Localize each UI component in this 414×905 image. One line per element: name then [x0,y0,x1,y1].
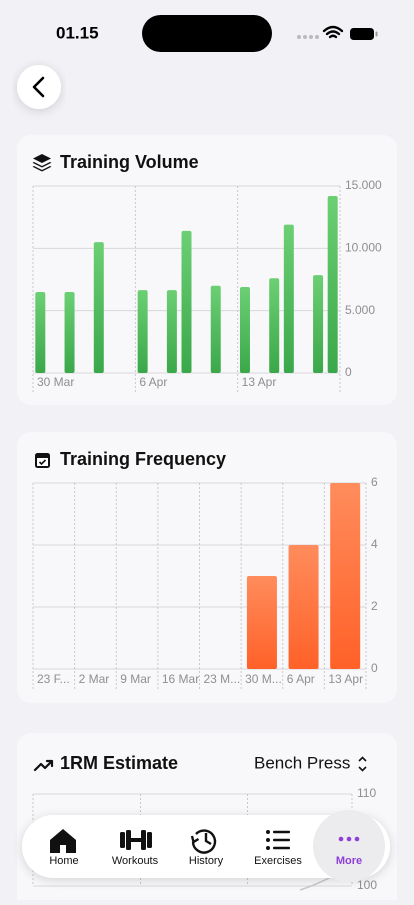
status-time: 01.15 [56,23,99,42]
history-icon [190,829,217,854]
home-icon [50,829,76,853]
tab-label[interactable]: Exercises [254,855,302,867]
tab-bar [22,815,390,878]
bar [166,290,177,373]
x-tick-label: 16 Mar [162,672,199,686]
wifi-icon [322,25,344,39]
bar [330,483,361,669]
bar [64,291,75,373]
calendar-icon [35,453,50,468]
x-tick-label: 23 F... [37,672,70,686]
bar [313,275,324,373]
layers-icon [32,154,52,172]
dumbbell-icon [120,830,152,850]
x-tick-label: 13 Apr [242,375,277,389]
active-tab-highlight [313,810,385,882]
bar [35,291,46,373]
y-tick-label: 4 [371,537,378,551]
more-icon [338,836,360,842]
battery-icon [350,28,374,40]
trend-icon [33,759,54,772]
x-tick-label: 2 Mar [79,672,110,686]
chart-title: 1RM Estimate [60,753,178,773]
bar [327,195,338,373]
x-tick-label: 6 Apr [139,375,167,389]
chart-title: Training Frequency [60,449,226,469]
signal-dots [297,35,319,39]
y-tick-label: 0 [371,661,378,675]
bar [288,545,319,669]
x-tick-label: 30 Mar [37,375,74,389]
y-tick-label: 10.000 [345,241,382,255]
tab-label[interactable]: Workouts [112,855,159,867]
exercise-picker[interactable]: Bench Press [254,753,350,772]
x-tick-label: 6 Apr [287,672,315,686]
x-tick-label: 9 Mar [120,672,151,686]
back-button[interactable] [17,65,61,109]
bar [137,290,148,373]
y-tick-label: 5.000 [345,303,375,317]
x-tick-label: 30 M... [245,672,282,686]
y-tick-label: 110 [357,786,376,800]
bar [283,224,294,373]
list-icon [266,830,290,850]
back-chevron [32,76,45,98]
tab-label[interactable]: Home [49,855,78,867]
bar [181,230,192,373]
chart-title: Training Volume [60,152,199,172]
x-tick-label: 23 M... [204,672,241,686]
bar [246,576,277,669]
dynamic-island [142,15,272,52]
y-tick-label: 100 [357,878,377,892]
y-tick-label: 0 [345,365,352,379]
bar [210,285,221,373]
y-tick-label: 6 [371,475,378,489]
y-tick-label: 15.000 [345,178,382,192]
battery-tip [375,31,378,37]
card [17,135,397,405]
bar [239,286,250,373]
x-tick-label: 13 Apr [328,672,363,686]
picker-chevrons [358,756,367,772]
tab-label[interactable]: More [336,855,362,867]
bar [269,278,280,373]
tab-label[interactable]: History [189,855,224,867]
y-tick-label: 2 [371,599,378,613]
bar [93,242,104,373]
